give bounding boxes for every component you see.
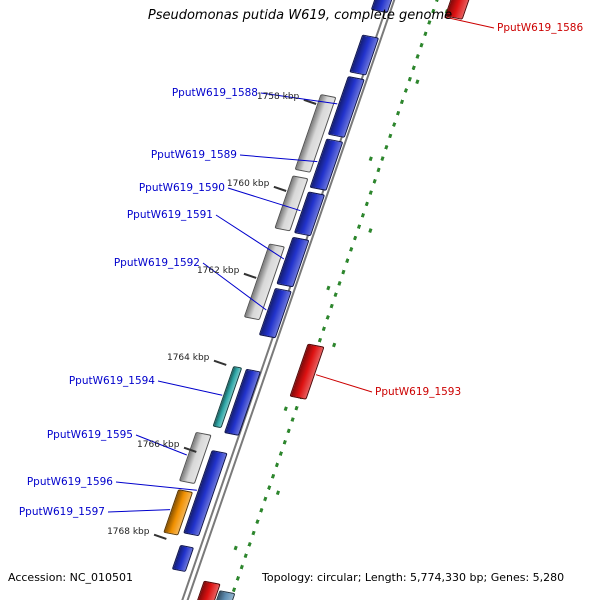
scale-tick bbox=[303, 98, 317, 105]
scale-tick bbox=[273, 185, 287, 192]
gc-dot bbox=[368, 156, 373, 162]
gc-dot bbox=[233, 545, 238, 551]
gc-dot bbox=[415, 79, 420, 85]
gene-glyph-1593[interactable] bbox=[289, 343, 325, 400]
gc-dot bbox=[326, 285, 331, 291]
gene-label-PputW619_1589[interactable]: PputW619_1589 bbox=[150, 149, 237, 161]
gene-label-PputW619_1591[interactable]: PputW619_1591 bbox=[126, 209, 213, 221]
gene-label-PputW619_1593[interactable]: PputW619_1593 bbox=[375, 386, 462, 398]
gc-dot bbox=[275, 490, 281, 496]
map-title: Pseudomonas putida W619, complete genome bbox=[147, 8, 453, 23]
accession-text: Accession: NC_010501 bbox=[8, 571, 134, 584]
scale-tick bbox=[153, 533, 167, 540]
scale-label: 1768 kbp bbox=[107, 527, 150, 538]
gc-dot bbox=[332, 342, 337, 348]
scale-tick bbox=[243, 272, 257, 279]
gene-label-PputW619_1597[interactable]: PputW619_1597 bbox=[18, 506, 105, 518]
scale-label: 1764 kbp bbox=[166, 353, 210, 364]
topology-text: Topology: circular; Length: 5,774,330 bp… bbox=[262, 571, 565, 584]
gene-glyph-1588[interactable] bbox=[327, 76, 365, 138]
gene-label-PputW619_1592[interactable]: PputW619_1592 bbox=[113, 257, 200, 269]
scale-label: 1760 kbp bbox=[226, 179, 270, 190]
gene-label-PputW619_1586[interactable]: PputW619_1586 bbox=[497, 22, 584, 34]
scale-tick bbox=[213, 359, 227, 366]
gc-dot bbox=[368, 228, 373, 233]
gene-label-PputW619_1590[interactable]: PputW619_1590 bbox=[138, 182, 225, 194]
scale-label: 1766 kbp bbox=[137, 440, 180, 451]
gc-dot bbox=[283, 406, 288, 412]
gene-label-PputW619_1595[interactable]: PputW619_1595 bbox=[46, 429, 133, 441]
gene-label-PputW619_1588[interactable]: PputW619_1588 bbox=[171, 87, 258, 99]
gene-glyph-low-blue[interactable] bbox=[171, 544, 195, 573]
gene-label-PputW619_1596[interactable]: PputW619_1596 bbox=[26, 476, 113, 488]
gene-label-PputW619_1594[interactable]: PputW619_1594 bbox=[68, 375, 155, 387]
